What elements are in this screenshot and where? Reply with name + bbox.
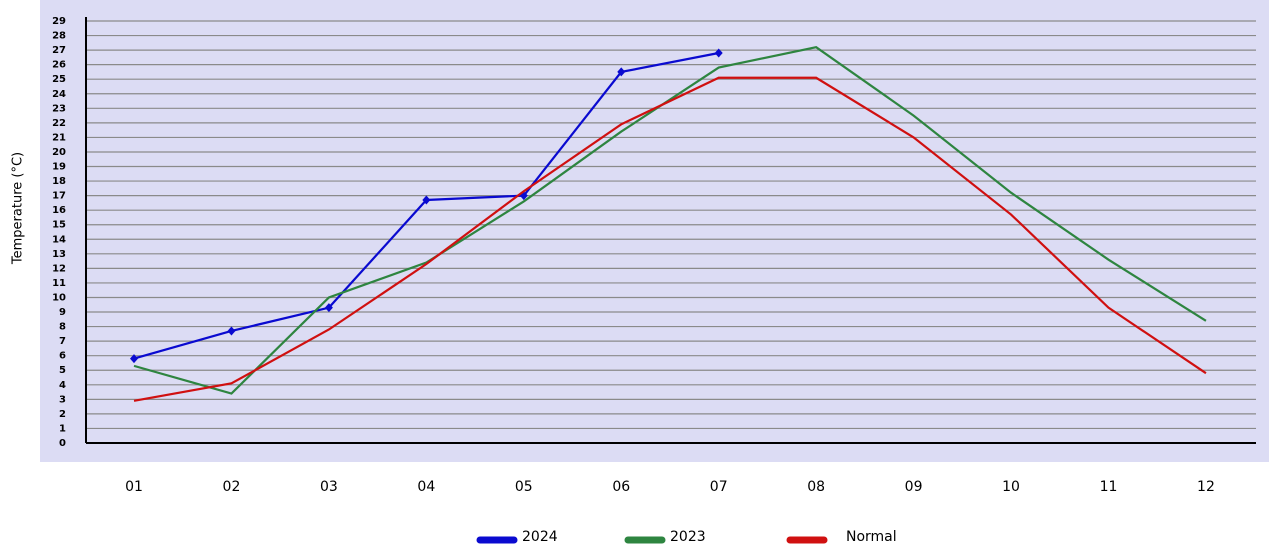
y-tick-label: 9 — [59, 307, 66, 318]
legend-label: 2024 — [522, 529, 558, 545]
y-tick-label: 27 — [52, 45, 66, 56]
data-point — [324, 303, 333, 313]
y-tick-label: 19 — [52, 162, 66, 173]
x-tick-label: 07 — [710, 479, 728, 495]
y-tick-label: 15 — [52, 220, 66, 231]
y-tick-label: 25 — [52, 74, 66, 85]
y-tick-label: 10 — [52, 292, 66, 303]
series-line — [133, 46, 1207, 395]
x-tick-label: 08 — [807, 479, 825, 495]
x-tick-label: 02 — [223, 479, 241, 495]
x-tick-label: 06 — [612, 479, 630, 495]
y-tick-label: 2 — [59, 409, 66, 420]
data-point — [617, 67, 626, 77]
x-tick-label: 01 — [125, 479, 143, 495]
series-line — [133, 76, 1207, 402]
y-tick-label: 3 — [59, 394, 66, 405]
y-tick-label: 14 — [52, 234, 66, 245]
y-tick-label: 1 — [59, 423, 66, 434]
y-tick-label: 7 — [59, 336, 66, 347]
y-tick-label: 12 — [52, 263, 66, 274]
y-axis-label: Temperature (°C) — [11, 152, 26, 265]
legend-label: Normal — [846, 529, 897, 545]
legend-label: 2023 — [670, 529, 706, 545]
y-tick-label: 5 — [59, 365, 66, 376]
data-point — [422, 195, 431, 205]
y-tick-label: 11 — [52, 278, 66, 289]
y-tick-label: 22 — [52, 118, 66, 129]
data-point — [130, 354, 138, 364]
x-tick-label: 09 — [905, 479, 923, 495]
y-tick-label: 23 — [52, 103, 66, 114]
y-tick-label: 8 — [59, 322, 66, 333]
x-tick-label: 12 — [1197, 479, 1215, 495]
y-tick-label: 29 — [52, 16, 66, 27]
data-point — [714, 48, 723, 58]
y-tick-label: 13 — [52, 249, 66, 260]
x-tick-label: 05 — [515, 479, 533, 495]
y-tick-label: 0 — [59, 438, 66, 449]
y-tick-label: 17 — [52, 191, 66, 202]
data-point — [227, 326, 236, 336]
y-tick-label: 4 — [59, 380, 66, 391]
x-tick-label: 11 — [1100, 479, 1118, 495]
y-tick-label: 26 — [52, 60, 66, 71]
y-tick-label: 24 — [52, 89, 66, 100]
y-tick-label: 18 — [52, 176, 66, 187]
x-tick-label: 03 — [320, 479, 338, 495]
y-tick-label: 6 — [59, 351, 66, 362]
x-tick-label: 04 — [417, 479, 435, 495]
plot-background — [40, 0, 1269, 462]
y-tick-label: 28 — [52, 31, 66, 42]
y-tick-label: 21 — [52, 132, 66, 143]
y-tick-label: 20 — [52, 147, 66, 158]
y-tick-label: 16 — [52, 205, 66, 216]
x-tick-label: 10 — [1002, 479, 1020, 495]
